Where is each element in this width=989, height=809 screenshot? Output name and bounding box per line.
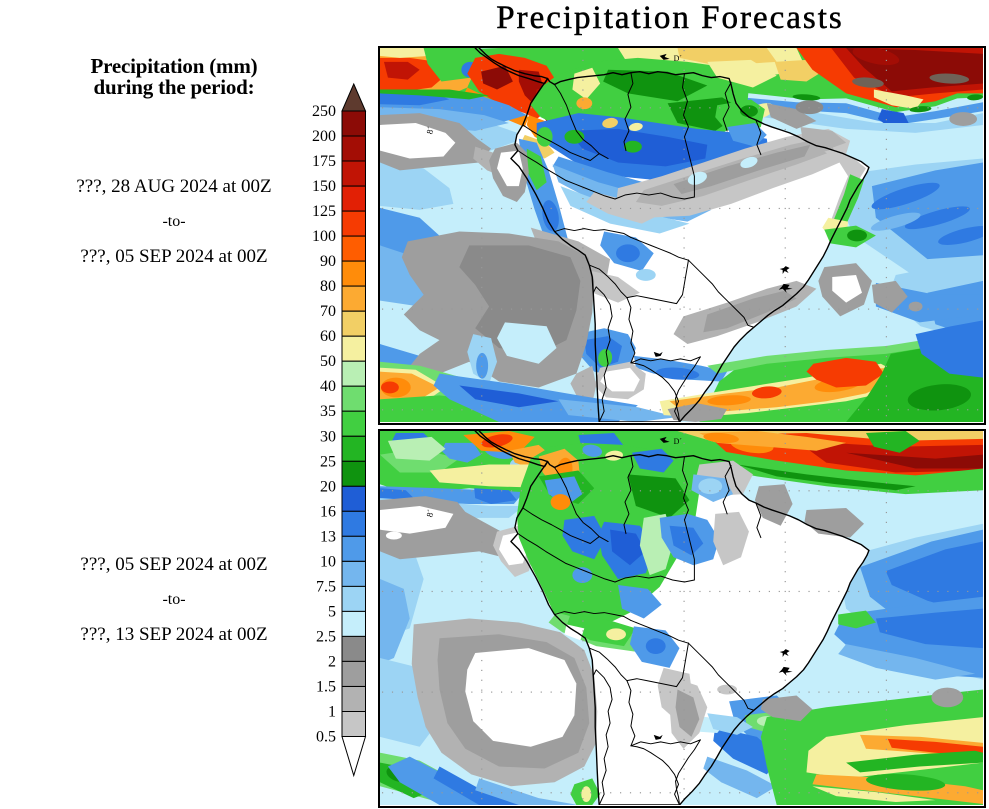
svg-text:30: 30: [320, 428, 336, 445]
svg-text:1: 1: [328, 704, 336, 721]
svg-text:8´: 8´: [424, 126, 436, 136]
svg-text:125: 125: [312, 203, 336, 220]
svg-text:D´: D´: [674, 54, 683, 63]
svg-text:5: 5: [328, 603, 336, 620]
svg-text:80: 80: [320, 278, 336, 295]
svg-text:175: 175: [312, 153, 336, 170]
svg-text:250: 250: [312, 103, 336, 120]
svg-text:2.5: 2.5: [316, 628, 336, 645]
svg-text:60: 60: [320, 328, 336, 345]
svg-text:50: 50: [320, 353, 336, 370]
svg-text:90: 90: [320, 253, 336, 270]
svg-text:2: 2: [328, 653, 336, 670]
svg-text:16: 16: [320, 503, 336, 520]
svg-text:150: 150: [312, 178, 336, 195]
svg-text:200: 200: [312, 128, 336, 145]
svg-text:8´: 8´: [424, 509, 436, 519]
svg-text:7.5: 7.5: [316, 578, 336, 595]
svg-text:25: 25: [320, 453, 336, 470]
svg-text:35: 35: [320, 403, 336, 420]
svg-text:D´: D´: [674, 437, 683, 446]
svg-text:40: 40: [320, 378, 336, 395]
svg-text:0.5: 0.5: [316, 729, 336, 746]
svg-text:10: 10: [320, 553, 336, 570]
svg-text:1.5: 1.5: [316, 679, 336, 696]
svg-text:100: 100: [312, 228, 336, 245]
svg-text:20: 20: [320, 478, 336, 495]
svg-text:13: 13: [320, 528, 336, 545]
svg-text:70: 70: [320, 303, 336, 320]
